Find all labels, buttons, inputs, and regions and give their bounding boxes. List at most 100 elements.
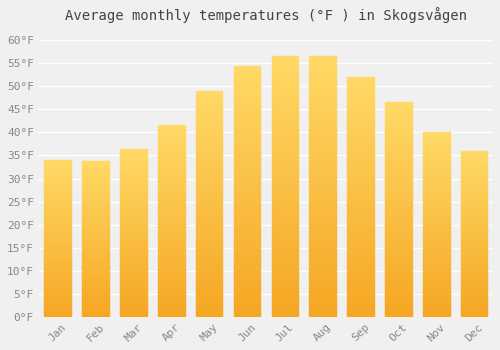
Bar [348,206,374,209]
Bar [423,156,450,158]
Bar [196,247,222,249]
Bar [348,106,374,108]
Bar [82,287,109,289]
Bar [120,172,146,174]
Bar [423,186,450,188]
Bar [385,244,411,246]
Bar [196,301,222,303]
Bar [385,306,411,308]
Bar [158,265,184,267]
Bar [120,313,146,315]
Bar [120,159,146,160]
Bar [272,150,298,153]
Bar [44,221,71,223]
Bar [385,115,411,118]
Bar [234,121,260,123]
Bar [82,200,109,202]
Bar [272,176,298,179]
Bar [348,185,374,187]
Bar [461,191,487,192]
Bar [385,149,411,152]
Bar [310,218,336,220]
Bar [82,284,109,286]
Bar [158,284,184,286]
Bar [234,309,260,312]
Bar [158,217,184,219]
Bar [310,212,336,215]
Bar [348,101,374,104]
Bar [385,304,411,306]
Bar [461,279,487,280]
Bar [82,205,109,206]
Bar [348,278,374,281]
Bar [82,180,109,181]
Bar [385,182,411,184]
Bar [234,146,260,148]
Bar [310,246,336,249]
Bar [234,302,260,304]
Bar [348,230,374,233]
Bar [348,183,374,185]
Bar [44,267,71,268]
Bar [385,143,411,145]
Bar [348,243,374,245]
Bar [385,130,411,132]
Bar [461,259,487,260]
Bar [385,188,411,190]
Bar [44,201,71,202]
Bar [461,295,487,297]
Bar [272,270,298,273]
Bar [461,247,487,249]
Bar [385,246,411,248]
Bar [385,285,411,287]
Bar [234,204,260,206]
Bar [423,162,450,164]
Bar [348,175,374,178]
Bar [423,273,450,274]
Bar [158,250,184,252]
Bar [44,260,71,262]
Bar [158,185,184,187]
Bar [120,263,146,265]
Bar [310,299,336,301]
Bar [234,219,260,221]
Bar [310,233,336,236]
Bar [120,197,146,199]
Bar [348,312,374,314]
Bar [310,90,336,93]
Bar [44,276,71,278]
Bar [385,254,411,257]
Bar [461,242,487,244]
Bar [423,180,450,182]
Bar [120,271,146,273]
Bar [82,167,109,169]
Bar [272,72,298,75]
Bar [310,171,336,174]
Bar [158,305,184,307]
Bar [234,141,260,144]
Bar [461,176,487,177]
Bar [196,161,222,163]
Bar [310,314,336,317]
Bar [196,127,222,130]
Bar [196,102,222,105]
Bar [423,223,450,225]
Bar [348,238,374,240]
Bar [310,254,336,257]
Bar [196,222,222,224]
Bar [120,182,146,184]
Bar [310,147,336,150]
Bar [196,285,222,287]
Bar [196,125,222,127]
Bar [234,126,260,128]
Bar [158,229,184,231]
Bar [82,306,109,307]
Bar [423,289,450,291]
Bar [348,96,374,99]
Bar [158,210,184,212]
Bar [310,249,336,252]
Bar [158,162,184,164]
Bar [310,231,336,233]
Bar [120,155,146,157]
Bar [348,259,374,262]
